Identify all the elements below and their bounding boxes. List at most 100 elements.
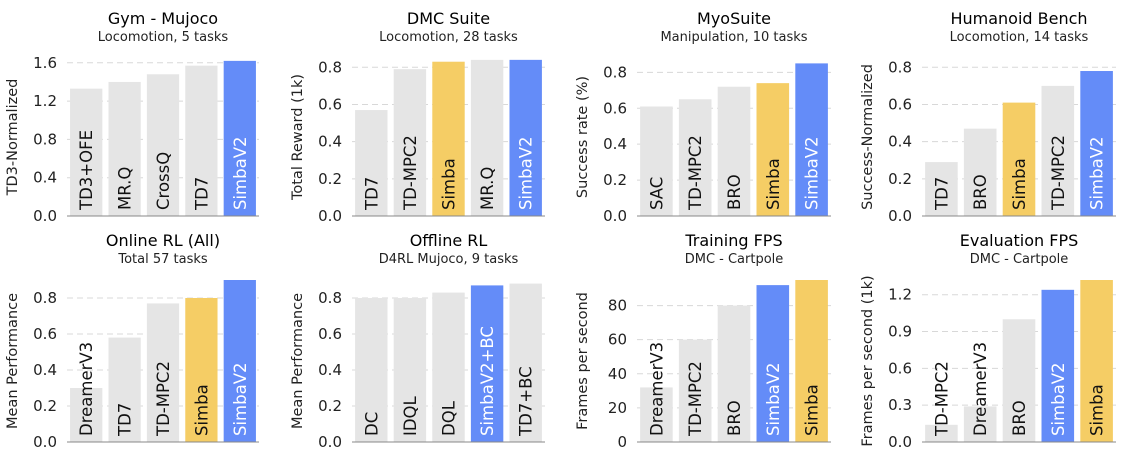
bar-TD-MPC2 bbox=[393, 69, 427, 216]
y-tick-label: 0.0 bbox=[33, 207, 57, 225]
chart-panel-8: 0.0 0.3 0.6 0.9 1.2 TD-MPC2 DreamerV3 BRO SimbaV… bbox=[860, 231, 1116, 451]
bar-label: TD-MPC2 bbox=[154, 361, 173, 437]
y-tick-label: 0.6 bbox=[888, 95, 912, 113]
panel-subtitle: DMC - Cartpole bbox=[970, 252, 1069, 267]
bar-label: SAC bbox=[647, 177, 666, 210]
bar-label: Simba bbox=[764, 158, 783, 210]
y-tick-label: 0.8 bbox=[603, 63, 627, 81]
bar-BRO bbox=[717, 305, 751, 442]
y-tick-label: 0.4 bbox=[318, 361, 342, 379]
bar-SimbaV2 bbox=[756, 285, 790, 442]
bar-label: BRO bbox=[725, 174, 744, 210]
y-tick-label: 0.0 bbox=[33, 433, 57, 451]
bar-label: TD7 bbox=[116, 403, 135, 437]
y-tick-label: 0.6 bbox=[318, 325, 342, 343]
panel-subtitle: DMC - Cartpole bbox=[685, 252, 784, 267]
y-tick-label: 0.4 bbox=[888, 133, 912, 151]
bar-BRO bbox=[717, 86, 751, 217]
bar-Simba bbox=[795, 280, 828, 442]
bar-TD-MPC2 bbox=[1041, 85, 1075, 216]
y-tick-label: 0.8 bbox=[33, 289, 57, 307]
bar-DreamerV3 bbox=[640, 387, 673, 442]
bar-SimbaV2 bbox=[1041, 289, 1075, 442]
y-tick-label: 0.2 bbox=[603, 171, 627, 189]
y-axis-label: Total Reward (1k) bbox=[290, 74, 306, 201]
y-tick-label: 0.4 bbox=[33, 361, 57, 379]
bar-SAC bbox=[640, 106, 673, 216]
bar-label: TD7+BC bbox=[517, 366, 536, 437]
bar-label: TD7 bbox=[362, 177, 381, 211]
bar-label: BRO bbox=[971, 174, 990, 210]
panel-subtitle: Manipulation, 10 tasks bbox=[660, 30, 807, 45]
bar-Simba bbox=[432, 61, 465, 216]
bar-SimbaV2 bbox=[1080, 71, 1113, 216]
bar-label: IDQL bbox=[401, 395, 420, 436]
y-axis-label: Success rate (%) bbox=[575, 76, 591, 198]
bar-label: Simba bbox=[192, 384, 211, 436]
bar-label: DreamerV3 bbox=[77, 342, 96, 436]
bar-label: SimbaV2 bbox=[231, 136, 250, 210]
bar-label: TD-MPC2 bbox=[932, 361, 951, 437]
panel-subtitle: D4RL Mujoco, 9 tasks bbox=[379, 252, 519, 267]
y-tick-label: 0.2 bbox=[318, 170, 342, 188]
bar-TD7 bbox=[355, 110, 388, 216]
bar-label: SimbaV2 bbox=[231, 362, 250, 436]
bar-label: DQL bbox=[440, 400, 459, 436]
chart-panel-2: 0.0 0.2 0.4 0.6 0.8 TD7 TD-MPC2 Simba MR.Q SimbaV… bbox=[290, 9, 545, 225]
bar-label: TD-MPC2 bbox=[686, 361, 705, 437]
panel-title: Offline RL bbox=[410, 231, 488, 250]
y-tick-label: 0.8 bbox=[33, 130, 57, 148]
bar-TD-MPC2 bbox=[678, 99, 712, 216]
bar-label: SimbaV2+BC bbox=[478, 326, 497, 436]
chart-panel-3: 0.0 0.2 0.4 0.6 0.8 SAC TD-MPC2 BRO Simba SimbaV2… bbox=[575, 9, 831, 225]
y-tick-label: 20 bbox=[608, 399, 627, 417]
bar-MR.Q bbox=[108, 81, 141, 216]
bar-TD-MPC2 bbox=[146, 303, 180, 442]
chart-panel-6: 0.0 0.2 0.4 0.6 0.8 DC IDQL DQL SimbaV2+BC TD7+BC… bbox=[290, 231, 545, 451]
bar-TD-MPC2 bbox=[925, 424, 958, 442]
bar-DreamerV3 bbox=[963, 406, 997, 442]
y-tick-label: 0.4 bbox=[603, 135, 627, 153]
bar-label: BRO bbox=[1010, 400, 1029, 436]
bar-SimbaV2 bbox=[223, 60, 256, 216]
y-tick-label: 0.6 bbox=[318, 95, 342, 113]
panel-title: Humanoid Bench bbox=[950, 9, 1087, 28]
bar-label: BRO bbox=[725, 400, 744, 436]
y-tick-label: 0.3 bbox=[888, 396, 912, 414]
bar-TD7 bbox=[185, 65, 218, 216]
bar-DC bbox=[355, 298, 388, 442]
bar-DreamerV3 bbox=[70, 388, 103, 442]
chart-panel-1: 0.0 0.4 0.8 1.2 1.6 TD3+OFE MR.Q CrossQ TD7 Simba… bbox=[5, 9, 259, 225]
bar-label: TD7 bbox=[192, 177, 211, 211]
y-tick-label: 0.8 bbox=[318, 289, 342, 307]
bar-IDQL bbox=[393, 298, 427, 442]
bar-label: Simba bbox=[440, 158, 459, 210]
panel-title: Evaluation FPS bbox=[960, 231, 1079, 250]
panel-title: Training FPS bbox=[684, 231, 782, 250]
y-tick-label: 0.6 bbox=[33, 325, 57, 343]
y-tick-label: 0.0 bbox=[318, 433, 342, 451]
bar-Simba bbox=[1002, 102, 1036, 216]
panel-subtitle: Locomotion, 5 tasks bbox=[98, 30, 229, 45]
y-tick-label: 0.6 bbox=[603, 99, 627, 117]
bar-label: DreamerV3 bbox=[971, 342, 990, 436]
bar-label: SimbaV2 bbox=[764, 362, 783, 436]
bar-SimbaV2 bbox=[795, 63, 828, 216]
y-axis-label: Frames per second bbox=[575, 292, 591, 430]
panel-subtitle: Locomotion, 28 tasks bbox=[379, 30, 518, 45]
bar-label: SimbaV2 bbox=[803, 136, 822, 210]
panel-title: Online RL (All) bbox=[106, 231, 220, 250]
panel-title: Gym - Mujoco bbox=[108, 9, 218, 28]
y-tick-label: 0.9 bbox=[888, 323, 912, 341]
bar-Simba bbox=[1080, 280, 1113, 442]
y-axis-label: Mean Performance bbox=[290, 293, 306, 429]
bar-Simba bbox=[756, 83, 790, 217]
y-tick-label: 60 bbox=[608, 331, 627, 349]
chart-panel-4: 0.0 0.2 0.4 0.6 0.8 TD7 BRO Simba TD-MPC2 SimbaV2… bbox=[860, 9, 1116, 225]
bar-label: TD-MPC2 bbox=[401, 135, 420, 211]
bar-DQL bbox=[432, 292, 465, 442]
y-tick-label: 1.6 bbox=[33, 54, 57, 72]
bar-label: SimbaV2 bbox=[1088, 136, 1107, 210]
bar-BRO bbox=[1002, 319, 1036, 442]
bar-TD7+BC bbox=[509, 283, 542, 442]
